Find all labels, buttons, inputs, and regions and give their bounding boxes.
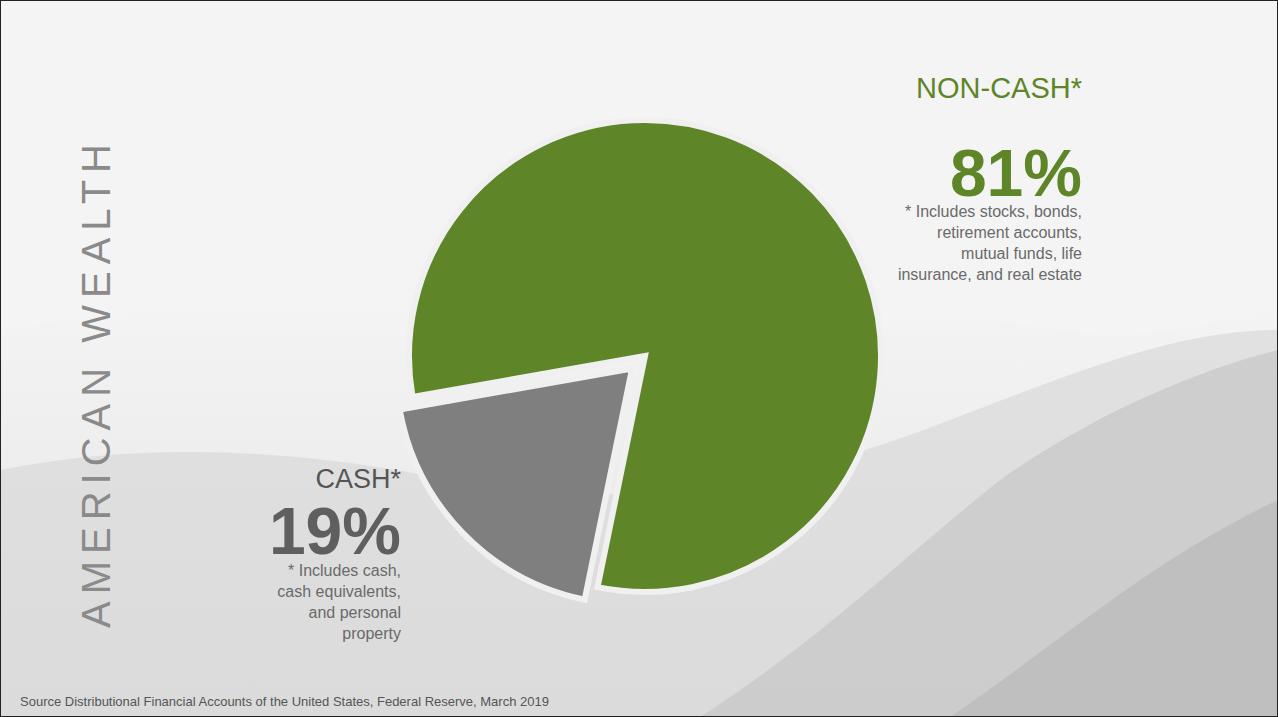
annotation-line: and personal [308,604,401,621]
annotation-line: mutual funds, life [961,245,1082,262]
hill [950,500,1278,717]
annotation-line: property [342,625,401,642]
data-label: 81% [950,136,1082,210]
data-label: 19% [269,494,401,568]
annotation-line: * Includes stocks, bonds, [905,203,1082,220]
chart: AMERICAN WEALTH NON-CASH* 81%* Includes st… [0,0,1278,717]
annotation-line: * Includes cash, [288,562,401,579]
source: Source Distributional Financial Accounts… [20,694,549,709]
annotation: * Includes cash, cash equivalents, and per… [277,562,401,642]
annotation-line: retirement accounts, [937,224,1082,241]
category-label: NON-CASH* [916,72,1082,104]
title: AMERICAN WEALTH [74,137,118,628]
annotation: * Includes stocks, bonds, retirement acco… [898,203,1082,283]
page: {"chart_data": {"type": "pie", "title": … [0,0,1278,717]
annotation-line: cash equivalents, [277,583,401,600]
pie-slice [400,369,632,600]
category-label: CASH* [315,464,401,494]
frame [1,1,1278,717]
annotation-line: insurance, and real estate [898,266,1082,283]
background [0,0,1278,717]
